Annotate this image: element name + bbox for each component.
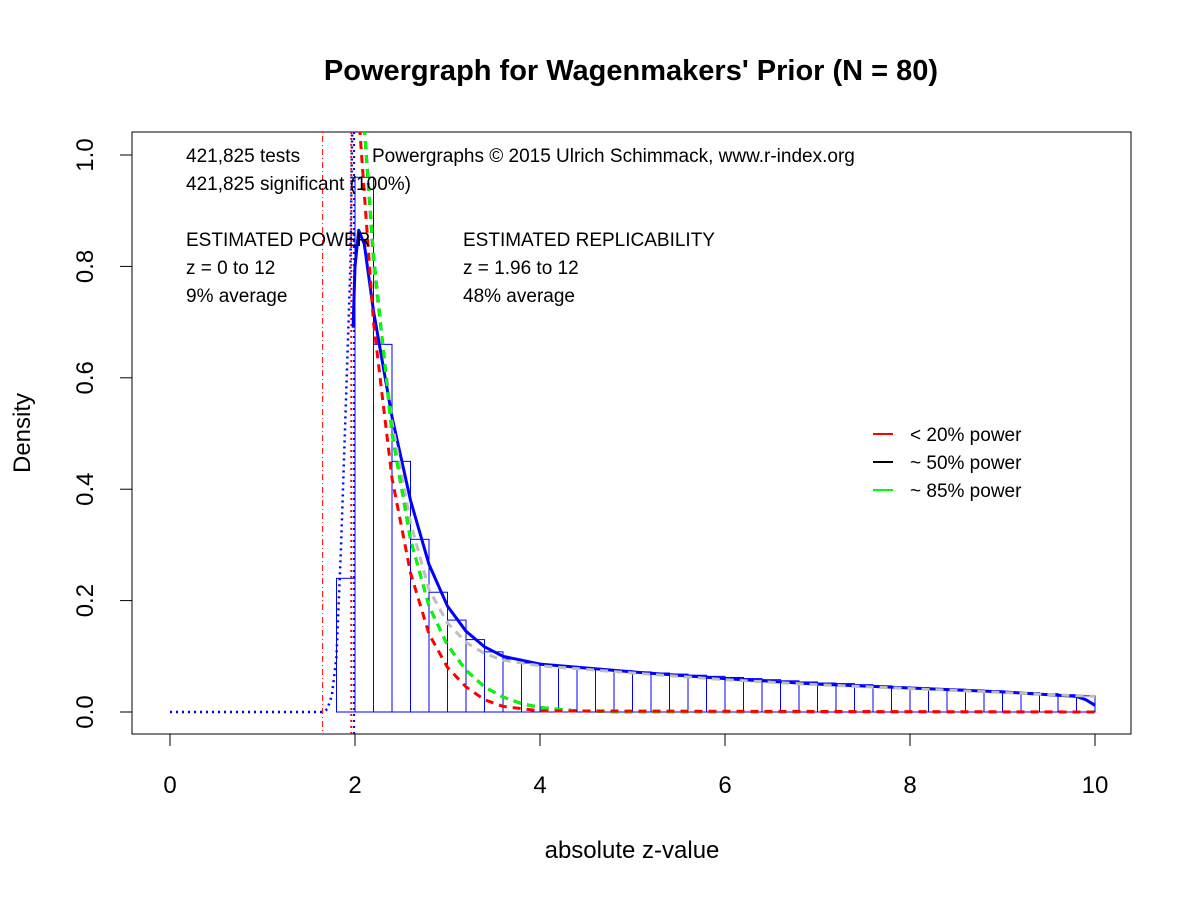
histogram-bar [595,669,615,713]
power-range: z = 0 to 12 [186,258,275,279]
histogram-bar [965,689,985,713]
y-tick-label: 0.6 [72,361,99,394]
histogram-bar [576,668,596,713]
histogram-bar [632,671,652,713]
histogram-bar [724,676,744,713]
y-tick-label: 0.0 [72,695,99,728]
histogram-bar [687,674,707,713]
histogram-bar [891,686,911,713]
histogram-bar [484,651,504,713]
histogram-bar [539,664,559,713]
histogram-bar [706,675,726,713]
histogram-bar [835,683,855,713]
histogram-bar [391,460,411,713]
histogram-bar [1002,691,1022,713]
y-tick-label: 1.0 [72,138,99,171]
x-tick-label: 4 [533,772,546,799]
copyright-note: Powergraphs © 2015 Ulrich Schimmack, www… [372,146,855,167]
histogram-bar [613,670,633,713]
x-tick-label: 8 [903,772,916,799]
histogram-bar [354,176,374,713]
legend-label-power-50: ~ 50% power [910,453,1022,474]
power-heading: ESTIMATED POWER [186,230,370,251]
curve-density-full [170,132,354,714]
curve-power-50 [363,132,1095,714]
x-tick-label: 2 [348,772,361,799]
histogram-bar [928,688,948,713]
curve-density-fit [351,228,1096,707]
curve-power-20 [358,132,1096,714]
histogram-bar [780,680,800,713]
histogram-bar [909,686,929,713]
x-tick-label: 10 [1082,772,1109,799]
replicability-value: 48% average [463,286,575,307]
significant-count: 421,825 significant (100%) [186,174,411,195]
histogram-bar [817,682,837,713]
histogram-bar [854,684,874,713]
histogram-bar [743,678,763,713]
y-tick-label: 0.8 [72,250,99,283]
tests-count: 421,825 tests [186,146,300,167]
replicability-heading: ESTIMATED REPLICABILITY [463,230,715,251]
y-axis: 0.0 0.2 0.4 0.6 0.8 1.0 [72,138,133,729]
histogram-bar [798,681,818,713]
chart-title: Powergraph for Wagenmakers' Prior (N = 8… [324,55,938,87]
histogram-bar [983,690,1003,713]
histogram-bar [650,672,670,713]
histogram-bar [558,666,578,713]
y-axis-label: Density [9,393,36,473]
x-tick-label: 0 [163,772,176,799]
power-value: 9% average [186,286,287,307]
legend: < 20% power ~ 50% power ~ 85% power [873,425,1022,502]
annotations: 421,825 tests 421,825 significant (100%)… [186,146,855,307]
x-tick-label: 6 [718,772,731,799]
replicability-range: z = 1.96 to 12 [463,258,579,279]
y-tick-label: 0.2 [72,584,99,617]
legend-label-power-20: < 20% power [910,425,1022,446]
curve-power-85 [363,132,1095,714]
x-axis: 0 2 4 6 8 10 [163,733,1109,799]
legend-label-power-85: ~ 85% power [910,481,1022,502]
histogram-bar [761,679,781,713]
x-axis-label: absolute z-value [545,837,720,864]
y-tick-label: 0.4 [72,473,99,506]
histogram-bar [872,685,892,713]
curve-model-fit [363,132,1096,698]
histogram-bar [669,673,689,713]
histogram-bar [946,688,966,713]
